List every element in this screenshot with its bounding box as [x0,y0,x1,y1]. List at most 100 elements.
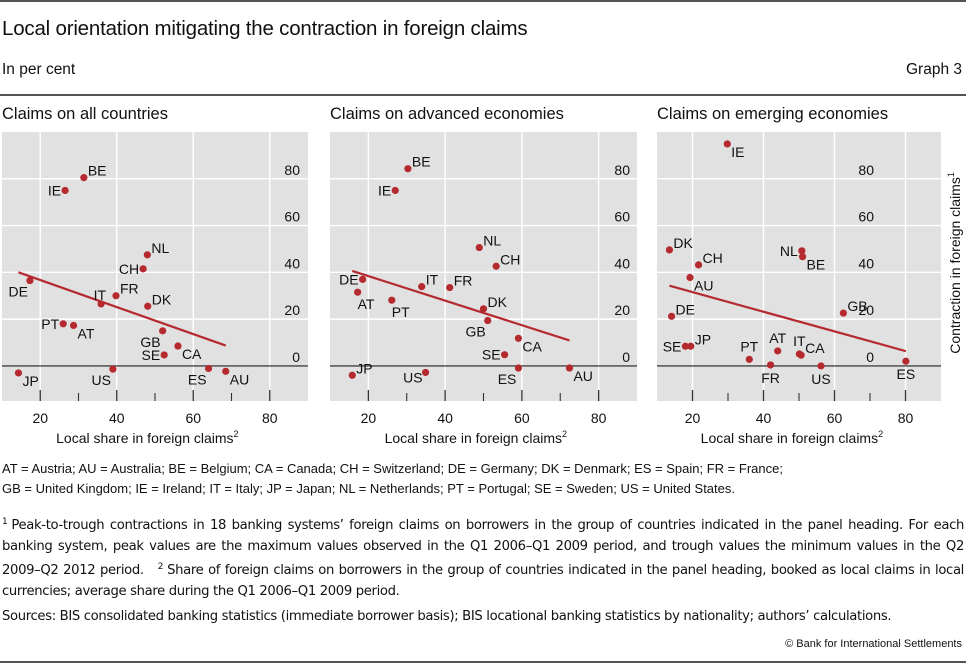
y-tick-label: 80 [284,162,300,178]
y-axis-label-text: Contraction in foreign claims [947,177,963,354]
data-point-ch [492,262,500,270]
data-point-es [204,364,213,373]
y-tick-label: 0 [622,349,630,365]
y-tick-label: 60 [284,209,300,225]
data-label-es: ES [498,371,517,387]
data-label-gb: GB [465,324,485,340]
data-label-it: IT [793,333,806,349]
data-point-us [421,368,430,377]
data-label-be: BE [807,257,826,273]
header-rule [0,94,966,96]
data-point-be [798,253,807,261]
x-tick-label: 80 [898,410,914,426]
x-axis-label: Local share in foreign claims2 [385,429,567,446]
x-tick-label: 40 [437,410,453,426]
data-point-nl [143,251,151,259]
x-axis-label: Local share in foreign claims2 [56,429,238,446]
plot-background [330,132,637,401]
data-point-gb [159,327,167,335]
data-label-se: SE [482,347,501,363]
plot-background [2,132,308,401]
data-point-gb [484,316,492,325]
data-label-be: BE [412,154,431,170]
data-label-fr: FR [761,370,780,386]
data-label-nl: NL [151,240,169,256]
x-axis-label: Local share in foreign claims2 [701,429,883,446]
data-point-ca [174,342,182,350]
panel-1: 20 40 60 80 0 20 40 60 80 Local share in foreign … [2,132,308,446]
data-point-se [160,351,168,359]
panel-title-advanced: Claims on advanced economies [330,105,564,123]
data-point-au [565,364,574,372]
data-point-at [354,288,362,296]
data-label-ca: CA [805,340,825,356]
data-label-se: SE [663,338,682,354]
panel-2: 20 40 60 80 0 20 40 60 80 Local share in foreign … [330,132,637,446]
data-label-de: DE [8,284,27,300]
data-point-es [514,364,523,372]
y-tick-label: 80 [858,162,874,178]
data-label-pt: PT [392,304,410,320]
x-tick-label: 80 [262,410,278,426]
y-tick-label: 80 [614,162,630,178]
data-label-se: SE [141,347,160,363]
data-point-nl [798,247,806,255]
data-point-ca [797,351,805,359]
data-point-ca [514,334,523,342]
chart-subtitle: In per cent [2,61,76,78]
footnote-2-mark: 2 [157,562,164,572]
data-label-es: ES [897,366,916,382]
data-point-nl [475,243,483,252]
data-point-us [109,365,117,373]
footnote-1-mark: 1 [2,517,8,527]
y-axis-label: Contraction in foreign claims1 [946,172,963,354]
data-label-nl: NL [483,233,501,249]
data-label-pt: PT [740,338,758,354]
data-label-au: AU [573,368,592,384]
data-label-ie: IE [731,144,744,160]
data-point-ie [61,186,69,195]
data-label-at: AT [78,325,95,341]
y-tick-label: 20 [858,302,874,318]
data-point-de [359,275,367,283]
y-tick-label: 0 [866,349,874,365]
data-label-dk: DK [152,291,172,307]
data-label-de: DE [339,271,358,287]
data-point-es [902,357,910,365]
graph-number: Graph 3 [905,61,962,78]
data-point-us [817,362,825,370]
x-tick-label: 60 [514,410,530,426]
data-point-it [418,283,426,291]
data-point-fr [112,292,120,300]
data-point-ch [139,265,147,273]
data-point-au [222,367,230,375]
bottom-rule [0,661,966,663]
data-label-ca: CA [522,338,542,354]
x-tick-label: 40 [109,410,125,426]
chart-title: Local orientation mitigating the contrac… [2,17,528,40]
y-tick-label: 20 [284,302,300,318]
x-axis-label-sup: 2 [562,429,567,439]
data-label-au: AU [694,277,713,293]
x-axis-label-sup: 2 [234,429,239,439]
data-point-ch [694,261,703,269]
data-point-at [774,347,782,355]
data-label-it: IT [426,272,439,288]
data-label-au: AU [230,371,249,387]
data-point-gb [839,309,847,317]
data-label-jp: JP [356,360,372,376]
data-point-it [97,300,105,308]
data-point-de [667,312,676,320]
panel-3: 20 40 60 80 0 20 40 60 80 Local share in foreign … [657,132,963,446]
data-label-gb: GB [847,298,867,314]
x-tick-label: 60 [827,410,843,426]
y-tick-label: 40 [858,255,874,271]
y-tick-label: 20 [614,302,630,318]
x-tick-label: 20 [361,410,377,426]
data-point-se [501,351,509,359]
y-axis-label-sup: 1 [946,172,956,177]
data-label-fr: FR [120,281,139,297]
x-tick-label: 20 [32,410,48,426]
x-axis-label-text: Local share in foreign claims [701,430,878,446]
